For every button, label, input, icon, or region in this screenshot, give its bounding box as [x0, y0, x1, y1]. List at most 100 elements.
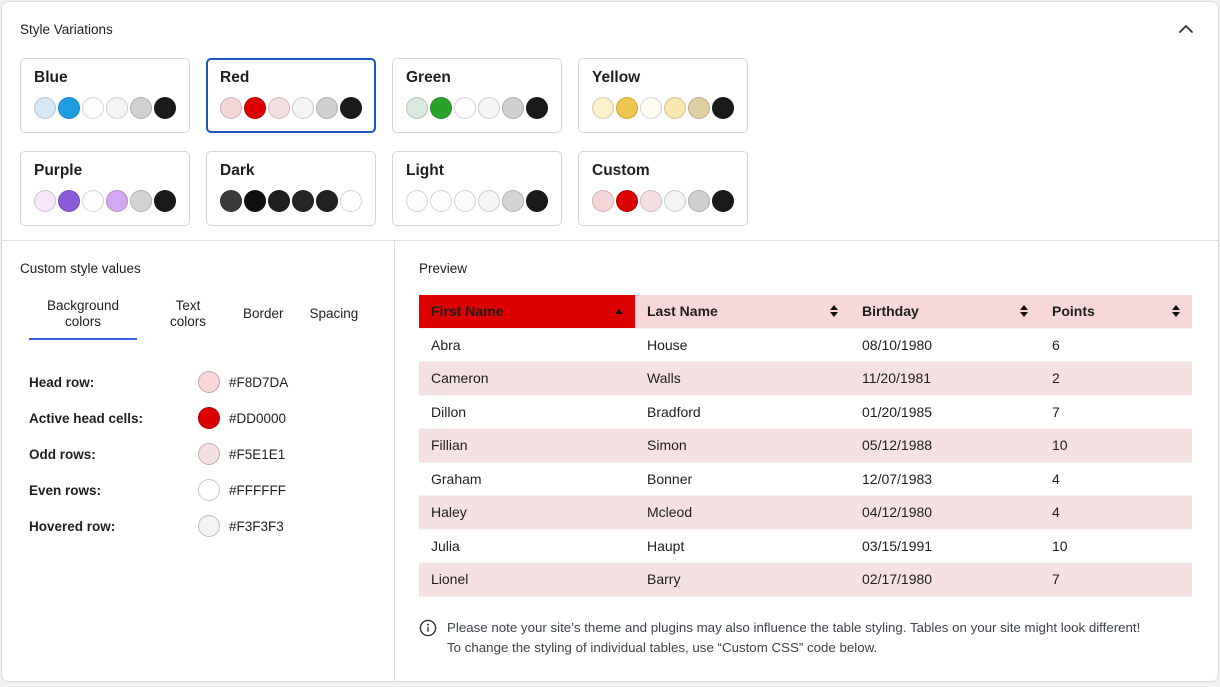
- table-cell: 08/10/1980: [850, 328, 1040, 362]
- table-cell: 2: [1040, 361, 1192, 396]
- preview-section: Preview First Name Last Name Birthday Point…: [395, 241, 1218, 681]
- color-field-row: Even rows: #FFFFFF: [29, 472, 376, 508]
- column-header-label: Last Name: [647, 303, 718, 320]
- palette-swatch: [688, 190, 710, 212]
- custom-style-values-section: Custom style values Background colors Tex…: [2, 241, 395, 681]
- style-variation-name: Light: [406, 162, 444, 179]
- column-header-label: First Name: [431, 303, 504, 320]
- style-variation-card-yellow[interactable]: Yellow: [578, 58, 748, 133]
- palette-swatch: [430, 190, 452, 212]
- style-variation-name: Green: [406, 69, 451, 86]
- tab-spacing[interactable]: Spacing: [306, 294, 363, 340]
- color-field-row: Active head cells: #DD0000: [29, 400, 376, 436]
- column-header-birthday[interactable]: Birthday: [850, 295, 1040, 329]
- style-variation-card-purple[interactable]: Purple: [20, 151, 190, 226]
- custom-style-values-title: Custom style values: [20, 261, 141, 276]
- style-variation-card-dark[interactable]: Dark: [206, 151, 376, 226]
- palette-swatch: [592, 190, 614, 212]
- color-field-row: Odd rows: #F5E1E1: [29, 436, 376, 472]
- table-cell: Haley: [419, 495, 635, 530]
- palette-swatch: [82, 190, 104, 212]
- palette-swatch: [454, 190, 476, 212]
- color-picker-swatch[interactable]: [198, 407, 220, 429]
- color-picker-swatch[interactable]: [198, 371, 220, 393]
- style-variation-card-blue[interactable]: Blue: [20, 58, 190, 133]
- style-variation-name: Yellow: [592, 69, 641, 86]
- palette-swatch: [712, 190, 734, 212]
- sort-both-icon: [1172, 305, 1180, 318]
- color-hex-value: #DD0000: [229, 410, 287, 426]
- palette-swatch: [82, 97, 104, 119]
- table-cell: 05/12/1988: [850, 428, 1040, 463]
- tab-background-colors[interactable]: Background colors: [29, 294, 137, 340]
- palette-swatch: [34, 97, 56, 119]
- table-cell: Simon: [635, 428, 850, 463]
- palette-swatch: [106, 190, 128, 212]
- palette-swatches: [406, 97, 548, 119]
- table-cell: Bradford: [635, 395, 850, 429]
- preview-title: Preview: [419, 261, 468, 276]
- color-field-label: Even rows:: [29, 482, 102, 498]
- column-header-last-name[interactable]: Last Name: [635, 295, 850, 329]
- table-cell: House: [635, 328, 850, 362]
- palette-swatch: [58, 190, 80, 212]
- color-hex-value: #FFFFFF: [229, 482, 286, 498]
- sort-both-icon: [830, 305, 838, 318]
- table-row: Haley Mcleod 04/12/1980 4: [419, 495, 1192, 530]
- table-cell: Cameron: [419, 361, 635, 396]
- color-picker-swatch[interactable]: [198, 515, 220, 537]
- palette-swatch: [106, 97, 128, 119]
- palette-swatches: [34, 190, 176, 212]
- panel-header: Style Variations: [2, 2, 1218, 42]
- table-cell: 4: [1040, 495, 1192, 530]
- style-variation-card-green[interactable]: Green: [392, 58, 562, 133]
- palette-swatch: [130, 190, 152, 212]
- table-cell: 04/12/1980: [850, 495, 1040, 530]
- palette-swatch: [712, 97, 734, 119]
- section-divider: [2, 240, 1218, 241]
- tab-border[interactable]: Border: [239, 294, 288, 340]
- table-cell: Abra: [419, 328, 635, 362]
- palette-swatch: [34, 190, 56, 212]
- tab-text-colors[interactable]: Text colors: [155, 294, 221, 340]
- palette-swatch: [526, 190, 548, 212]
- column-header-first-name[interactable]: First Name: [419, 295, 635, 329]
- palette-swatch: [58, 97, 80, 119]
- palette-swatches: [34, 97, 176, 119]
- palette-swatch: [268, 190, 290, 212]
- palette-swatch: [154, 97, 176, 119]
- table-row: Lionel Barry 02/17/1980 7: [419, 562, 1192, 597]
- palette-swatch: [454, 97, 476, 119]
- style-variation-name: Red: [220, 69, 250, 86]
- collapse-panel-button[interactable]: [1176, 20, 1196, 39]
- palette-swatch: [268, 97, 290, 119]
- palette-swatch: [292, 190, 314, 212]
- palette-swatch: [430, 97, 452, 119]
- color-field-row: Hovered row: #F3F3F3: [29, 508, 376, 544]
- table-cell: Haupt: [635, 529, 850, 563]
- style-variations-grid: Blue Red Green Yellow Purple Dark Light Custom: [20, 58, 1200, 226]
- color-picker-swatch[interactable]: [198, 443, 220, 465]
- palette-swatch: [340, 190, 362, 212]
- table-cell: Julia: [419, 529, 635, 563]
- palette-swatch: [316, 190, 338, 212]
- color-field-label: Hovered row:: [29, 518, 116, 534]
- style-variation-card-light[interactable]: Light: [392, 151, 562, 226]
- color-hex-value: #F3F3F3: [229, 518, 284, 534]
- style-variation-card-custom[interactable]: Custom: [578, 151, 748, 226]
- palette-swatch: [502, 97, 524, 119]
- palette-swatch: [292, 97, 314, 119]
- table-row: Fillian Simon 05/12/1988 10: [419, 428, 1192, 463]
- table-cell: 6: [1040, 328, 1192, 362]
- column-header-points[interactable]: Points: [1040, 295, 1192, 329]
- table-cell: Dillon: [419, 395, 635, 429]
- palette-swatch: [640, 97, 662, 119]
- color-picker-swatch[interactable]: [198, 479, 220, 501]
- style-variation-card-red[interactable]: Red: [206, 58, 376, 133]
- table-cell: Barry: [635, 562, 850, 597]
- info-icon: [419, 619, 437, 643]
- palette-swatches: [220, 190, 362, 212]
- styling-note-text: Please note your site’s theme and plugin…: [447, 618, 1140, 658]
- palette-swatch: [406, 190, 428, 212]
- palette-swatch: [406, 97, 428, 119]
